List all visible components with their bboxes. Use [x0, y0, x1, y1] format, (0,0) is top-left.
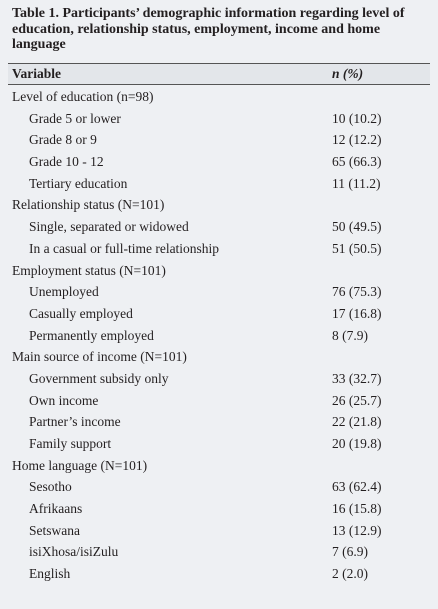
item-label: Government subsidy only — [29, 370, 169, 386]
section-row: Main source of income (N=101) — [8, 346, 430, 368]
item-value: 16 (15.8) — [332, 501, 382, 517]
item-value: 11 (11.2) — [332, 175, 381, 191]
item-row: English 2 (2.0) — [8, 563, 430, 585]
item-value: 22 (21.8) — [332, 414, 382, 430]
item-value: 12 (12.2) — [332, 132, 382, 148]
item-label: Setswana — [29, 522, 80, 538]
item-label: Grade 8 or 9 — [29, 132, 97, 148]
header-n: n (%) — [332, 66, 364, 81]
item-label: isiXhosa/isiZulu — [29, 544, 119, 560]
table-header: Variable n (%) — [8, 63, 430, 85]
item-value: 76 (75.3) — [332, 284, 382, 300]
item-label: Sesotho — [29, 479, 72, 495]
item-value: 2 (2.0) — [332, 566, 368, 582]
item-row: Grade 8 or 9 12 (12.2) — [8, 129, 430, 151]
item-label: Tertiary education — [29, 175, 128, 191]
item-label: Family support — [29, 436, 112, 451]
section-label: Main source of income (N=101) — [12, 349, 187, 365]
item-label: In a casual or full-time relationship — [29, 240, 220, 256]
section-row: Home language (N=101) — [8, 455, 430, 477]
item-row: Casually employed 17 (16.8) — [8, 303, 430, 325]
item-value: 33 (32.7) — [332, 370, 382, 386]
item-row: Permanently employed 8 (7.9) — [8, 325, 430, 347]
item-value: 10 (10.2) — [332, 110, 382, 126]
item-value: 51 (50.5) — [332, 240, 382, 256]
item-row: Unemployed 76 (75.3) — [8, 281, 430, 303]
item-row: Own income 26 (25.7) — [8, 390, 430, 412]
item-label: Unemployed — [29, 284, 99, 300]
item-row: Government subsidy only 33 (32.7) — [8, 368, 430, 390]
section-label: Employment status (N=101) — [12, 262, 166, 278]
section-label: Relationship status (N=101) — [12, 197, 165, 213]
item-row: Partner’s income 22 (21.8) — [8, 411, 430, 433]
item-row: In a casual or full-time relationship 51 … — [8, 238, 430, 260]
item-value: 7 (6.9) — [332, 544, 368, 560]
item-label: Grade 10 - 12 — [29, 154, 104, 170]
item-row: Sesotho 63 (62.4) — [8, 476, 430, 498]
item-row: isiXhosa/isiZulu 7 (6.9) — [8, 541, 430, 563]
item-value: 50 (49.5) — [332, 219, 382, 235]
item-row: Single, separated or widowed 50 (49.5) — [8, 216, 430, 238]
item-value: 17 (16.8) — [332, 305, 382, 321]
item-row: Setswana 13 (12.9) — [8, 520, 430, 542]
table-body: Level of education (n=98) Grade 5 or lowe… — [8, 86, 430, 585]
item-label: Afrikaans — [29, 501, 83, 517]
table-title: Table 1. Participants’ demographic infor… — [12, 6, 405, 52]
item-row: Afrikaans 16 (15.8) — [8, 498, 430, 520]
item-value: 63 (62.4) — [332, 479, 382, 495]
item-value: 8 (7.9) — [332, 327, 368, 343]
item-label: Partner’s income — [29, 414, 121, 430]
item-value: 20 (19.8) — [332, 436, 382, 451]
header-variable: Variable — [12, 66, 62, 81]
item-row: Grade 5 or lower 10 (10.2) — [8, 108, 430, 130]
item-label: Grade 5 or lower — [29, 110, 121, 126]
item-label: English — [29, 566, 71, 582]
item-label: Permanently employed — [29, 327, 154, 343]
section-row: Relationship status (N=101) — [8, 194, 430, 216]
item-label: Single, separated or widowed — [29, 219, 189, 235]
section-row: Employment status (N=101) — [8, 260, 430, 282]
item-row: Family support 20 (19.8) — [8, 433, 430, 455]
item-value: 13 (12.9) — [332, 522, 382, 538]
section-label: Level of education (n=98) — [12, 89, 154, 104]
item-row: Grade 10 - 12 65 (66.3) — [8, 151, 430, 173]
item-value: 26 (25.7) — [332, 392, 382, 408]
section-label: Home language (N=101) — [12, 457, 148, 473]
item-value: 65 (66.3) — [332, 154, 382, 170]
item-label: Own income — [29, 392, 99, 408]
section-row: Level of education (n=98) — [8, 86, 430, 108]
item-row: Tertiary education 11 (11.2) — [8, 173, 430, 195]
item-label: Casually employed — [29, 305, 133, 321]
